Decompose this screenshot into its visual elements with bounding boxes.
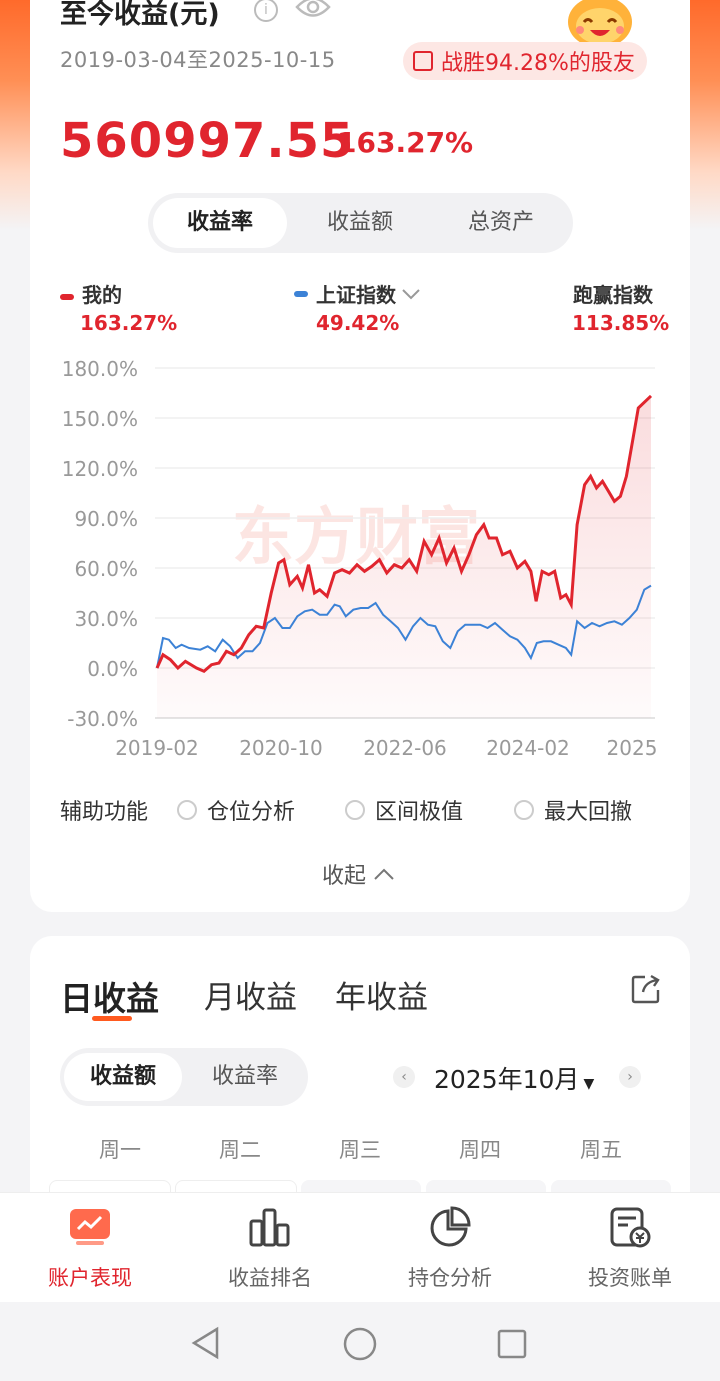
weekday-label: 周四 [459, 1138, 501, 1162]
page-title: 至今收益(元) [60, 0, 220, 30]
legend-beat-value: 113.85% [572, 311, 670, 335]
radio-icon [514, 800, 534, 820]
metric-tab-bar: 收益率 收益额 总资产 [148, 193, 573, 253]
legend-beat-label: 跑赢指数 [573, 283, 653, 307]
aux-option-label: 仓位分析 [207, 800, 296, 825]
pie-chart-icon [430, 1206, 471, 1247]
x-tick-label: 2020-10 [239, 736, 323, 760]
value-tab-bar: 收益额 收益率 [60, 1048, 308, 1106]
tab-monthly[interactable]: 月收益 [204, 980, 297, 1016]
y-axis-ticks: 180.0% 150.0% 120.0% 90.0% 60.0% 30.0% 0.0% -30… [62, 357, 138, 731]
share-icon [413, 51, 433, 71]
nav-performance[interactable] [10, 1205, 170, 1253]
info-icon[interactable]: i [254, 0, 278, 22]
month-label: 2025年10月 [434, 1065, 580, 1094]
weekday-label: 周一 [99, 1138, 141, 1162]
tab-profit-amount[interactable]: 收益额 [326, 210, 393, 235]
back-icon[interactable] [190, 1326, 222, 1360]
home-icon[interactable] [342, 1326, 378, 1362]
legend-mine: 我的 [60, 279, 122, 308]
return-chart: 东方财富 180.0%150.0%120.0%90.0%60.0%30.0%0.… [62, 357, 658, 760]
x-axis-ticks: 2019-02 2020-10 2022-06 2024-02 2025 [115, 736, 657, 760]
weekday-label: 周五 [580, 1138, 622, 1162]
chevron-up-icon [374, 868, 394, 880]
legend-index-swatch [294, 290, 308, 297]
aux-label: 辅助功能 [60, 800, 149, 825]
aux-option-position[interactable]: 仓位分析 [177, 794, 295, 826]
tab-return-rate[interactable]: 收益率 [153, 198, 287, 248]
nav-ranking[interactable] [190, 1205, 350, 1253]
x-tick-label: 2025 [607, 736, 658, 760]
y-tick-label: 0.0% [87, 657, 138, 681]
calendar-day-cell[interactable] [426, 1180, 546, 1194]
mine-area [157, 395, 651, 718]
month-selector[interactable]: 2025年10月 ▼ [434, 1060, 594, 1096]
nav-bills[interactable] [550, 1205, 710, 1253]
radio-icon [177, 800, 197, 820]
collapse-label: 收起 [322, 864, 367, 889]
y-tick-label: 180.0% [62, 357, 138, 381]
chevron-left-icon[interactable]: ‹ [393, 1066, 415, 1088]
aux-option-label: 最大回撤 [544, 800, 633, 825]
legend-index-label: 上证指数 [316, 283, 396, 307]
calendar-day-cell[interactable] [551, 1180, 671, 1194]
tab-underline [92, 1016, 132, 1021]
aux-option-label: 区间极值 [375, 800, 464, 825]
caret-down-icon: ▼ [583, 1076, 595, 1092]
nav-label-holdings: 持仓分析 [408, 1266, 492, 1290]
weekday-label: 周三 [339, 1138, 381, 1162]
nav-holdings[interactable] [370, 1205, 530, 1253]
eye-icon[interactable] [295, 0, 331, 20]
legend-mine-label: 我的 [82, 283, 122, 307]
nav-label-ranking: 收益排名 [228, 1266, 312, 1290]
nav-label-bills: 投资账单 [588, 1266, 672, 1290]
legend-mine-swatch [60, 293, 74, 300]
x-tick-label: 2024-02 [486, 736, 570, 760]
performance-icon [70, 1209, 110, 1245]
tab-yearly[interactable]: 年收益 [335, 980, 428, 1016]
x-tick-label: 2019-02 [115, 736, 199, 760]
series-line-mine [155, 394, 653, 674]
tab-total-assets[interactable]: 总资产 [467, 210, 534, 235]
total-profit: 560997.55 [60, 113, 355, 169]
chevron-down-icon [402, 288, 420, 299]
share-icon[interactable] [631, 974, 661, 1004]
date-range: 2019-03-04至2025-10-15 [60, 48, 336, 72]
profit-card: 至今收益(元) i 2019-03-04至2025-10-15 战胜94.28%… [30, 0, 690, 912]
tab-amount[interactable]: 收益额 [64, 1053, 182, 1101]
legend-index-value: 49.42% [316, 311, 400, 335]
legend-index-selector[interactable]: 上证指数 [294, 279, 422, 308]
radio-icon [345, 800, 365, 820]
y-tick-label: -30.0% [67, 707, 138, 731]
mascot-icon [568, 0, 632, 44]
calendar-day-cell[interactable] [301, 1180, 421, 1194]
system-nav-bar [0, 1302, 720, 1381]
y-tick-label: 120.0% [62, 457, 138, 481]
chevron-right-icon[interactable]: › [619, 1066, 641, 1088]
beat-share-button[interactable]: 战胜94.28%的股友 [403, 42, 647, 80]
recents-icon[interactable] [496, 1328, 528, 1360]
ranking-icon [249, 1208, 290, 1247]
bill-icon [610, 1207, 651, 1248]
aux-option-max-drawdown[interactable]: 最大回撤 [514, 794, 632, 826]
bottom-nav [0, 1192, 720, 1303]
total-return: 163.27% [337, 126, 474, 159]
beat-text: 战胜94.28%的股友 [441, 51, 635, 76]
weekday-label: 周二 [219, 1138, 261, 1162]
tab-rate[interactable]: 收益率 [211, 1064, 278, 1089]
legend-mine-value: 163.27% [80, 311, 178, 335]
y-tick-label: 60.0% [74, 557, 138, 581]
y-tick-label: 90.0% [74, 507, 138, 531]
series-line-index [156, 584, 652, 669]
collapse-button[interactable]: 收起 [322, 858, 396, 890]
y-tick-label: 30.0% [74, 607, 138, 631]
x-tick-label: 2022-06 [363, 736, 447, 760]
nav-label-performance: 账户表现 [48, 1266, 132, 1290]
tab-daily[interactable]: 日收益 [60, 979, 159, 1018]
y-tick-label: 150.0% [62, 407, 138, 431]
aux-option-range-extreme[interactable]: 区间极值 [345, 794, 463, 826]
